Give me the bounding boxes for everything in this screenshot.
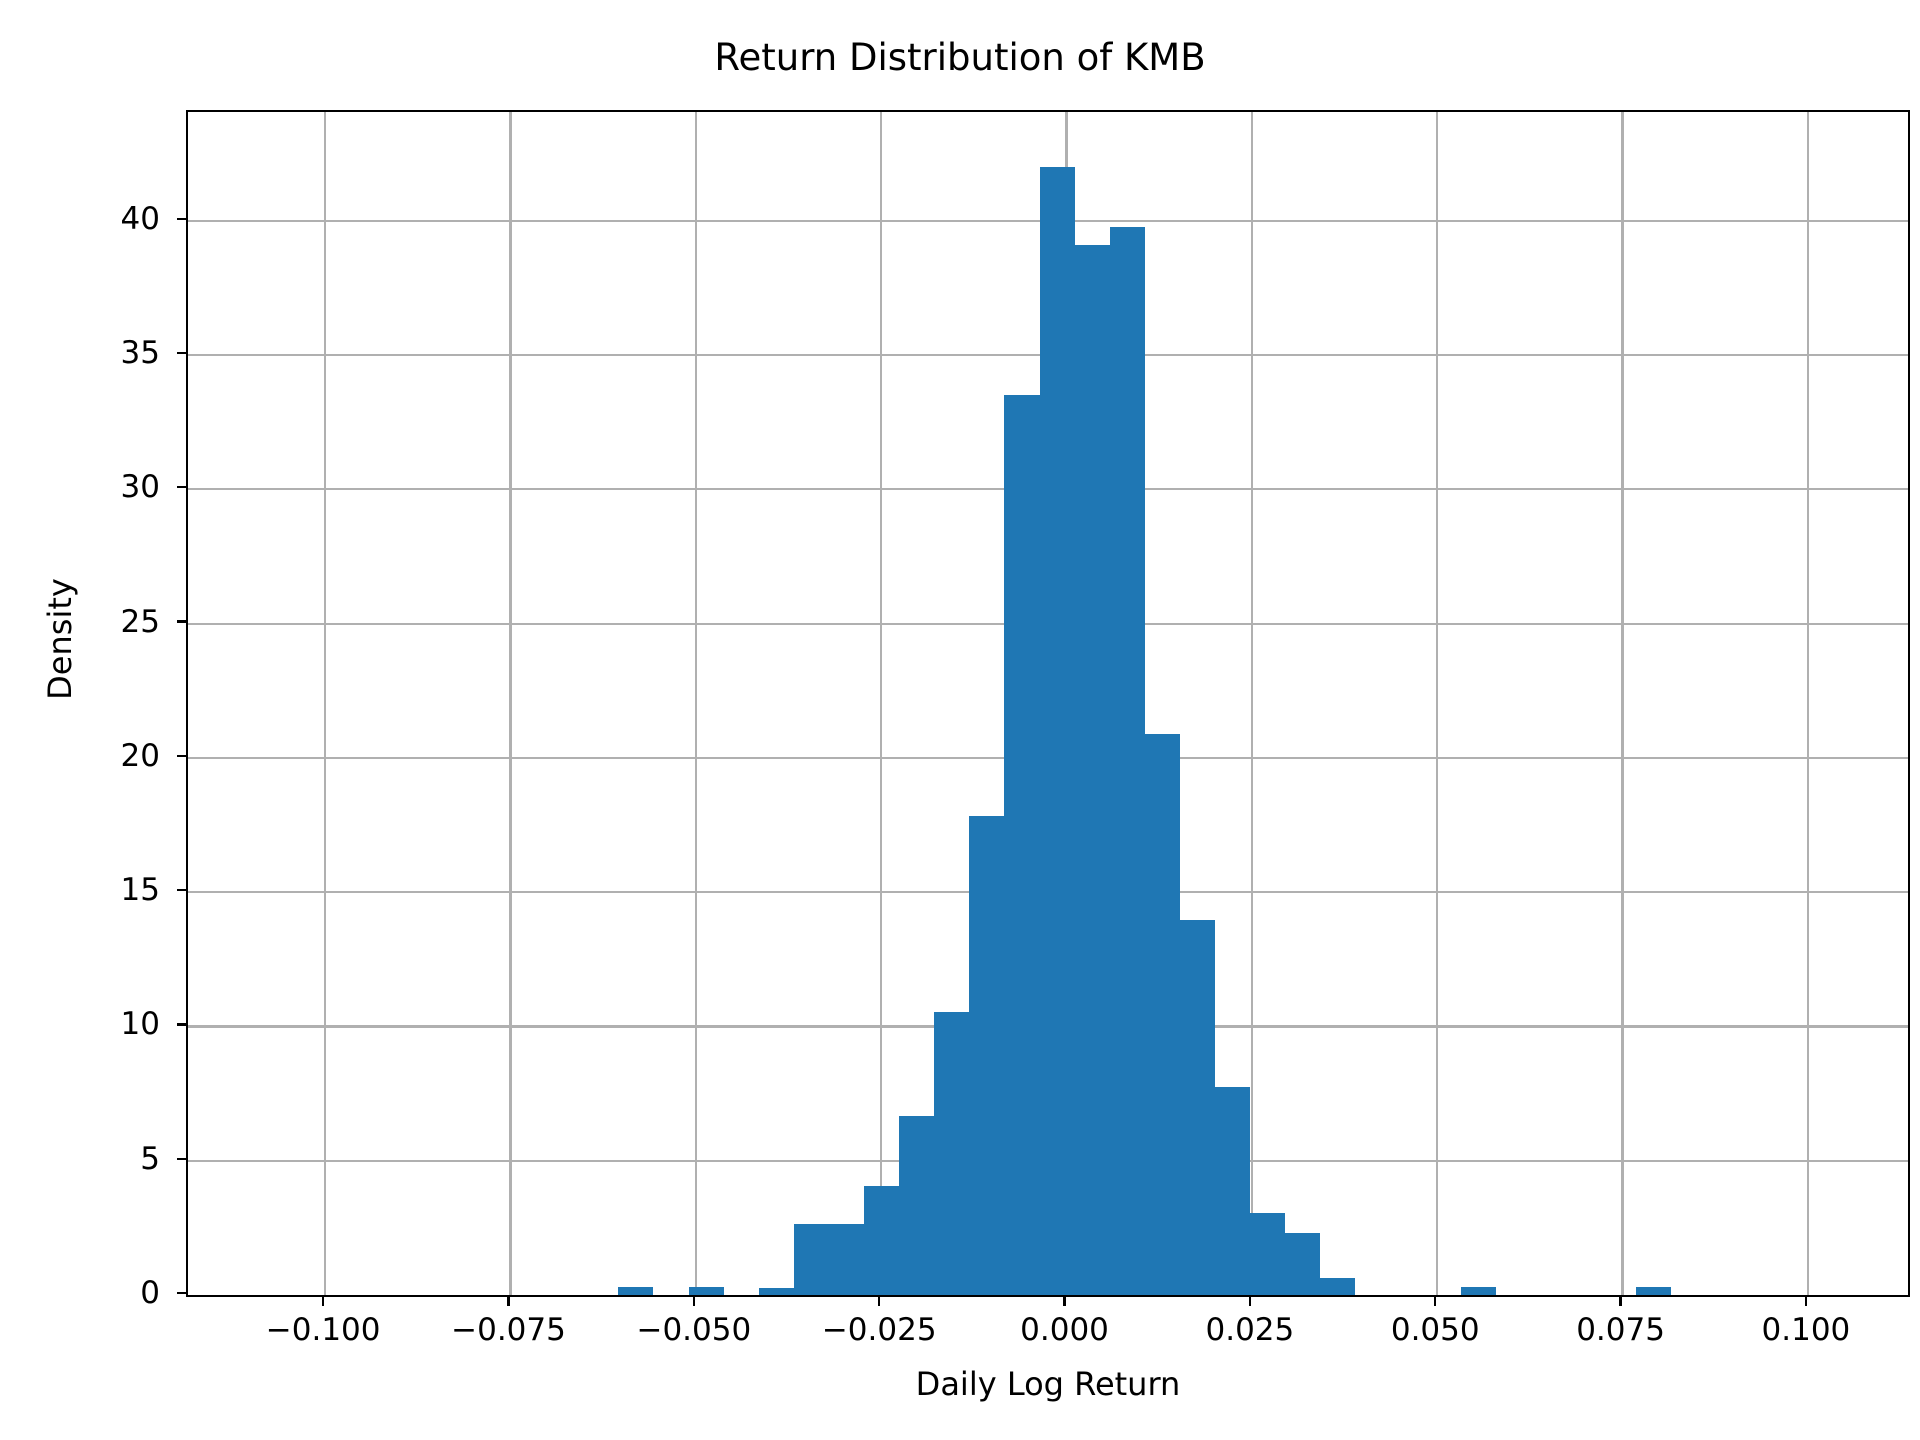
y-tick-label: 35 <box>120 335 160 372</box>
chart-title: Return Distribution of KMB <box>714 36 1206 79</box>
histogram-bar <box>1636 1286 1672 1295</box>
plot-area <box>186 110 1910 1297</box>
x-axis-label: Daily Log Return <box>915 1365 1181 1403</box>
x-tick-mark <box>692 1297 695 1306</box>
x-tick-mark <box>322 1297 325 1306</box>
histogram-bar <box>864 1186 900 1295</box>
histogram-bar <box>1215 1086 1251 1295</box>
y-tick-label: 5 <box>140 1140 160 1177</box>
histogram-bar <box>758 1288 794 1295</box>
histogram-bar <box>1074 244 1110 1295</box>
x-tick-mark <box>507 1297 510 1306</box>
gridline-vertical <box>880 112 883 1295</box>
histogram-bar <box>1460 1286 1496 1295</box>
histogram-bar <box>1179 920 1215 1295</box>
histogram-bar <box>1004 395 1040 1295</box>
gridline-vertical <box>1621 112 1624 1295</box>
y-tick-mark <box>177 217 186 220</box>
y-tick-mark <box>177 754 186 758</box>
x-tick-mark <box>1804 1297 1808 1306</box>
histogram-bar <box>1144 733 1180 1295</box>
histogram-bar <box>969 815 1005 1295</box>
y-tick-mark <box>177 486 186 489</box>
x-tick-label: 0.075 <box>1576 1312 1665 1348</box>
x-tick-label: 0.100 <box>1761 1312 1851 1348</box>
x-tick-label: −0.025 <box>821 1312 937 1348</box>
y-tick-mark <box>177 889 186 892</box>
gridline-vertical <box>694 112 697 1295</box>
histogram-bars <box>188 112 1908 1295</box>
gridline-vertical <box>324 112 327 1295</box>
histogram-bar <box>1250 1213 1286 1295</box>
histogram-bar <box>899 1116 935 1295</box>
histogram-bar <box>1320 1277 1356 1295</box>
histogram-bar <box>688 1286 724 1295</box>
y-tick-mark <box>177 1023 186 1026</box>
y-tick-label: 10 <box>120 1006 160 1043</box>
x-tick-mark <box>1619 1297 1622 1306</box>
y-tick-mark <box>177 351 186 355</box>
x-tick-label: −0.075 <box>451 1312 566 1348</box>
histogram-bar <box>618 1286 654 1295</box>
y-tick-mark <box>177 1157 186 1160</box>
x-tick-mark <box>1063 1297 1066 1306</box>
gridline-vertical <box>509 112 512 1295</box>
y-tick-label: 20 <box>120 737 160 774</box>
histogram-bar <box>793 1223 829 1295</box>
x-tick-label: −0.100 <box>265 1312 381 1348</box>
histogram-bar <box>828 1223 865 1295</box>
x-tick-label: 0.000 <box>1020 1312 1109 1348</box>
y-tick-label: 40 <box>120 200 160 237</box>
x-tick-mark <box>1248 1297 1252 1306</box>
y-tick-label: 30 <box>120 469 160 506</box>
x-tick-label: 0.025 <box>1205 1312 1295 1348</box>
y-tick-mark <box>177 1291 186 1295</box>
gridline-vertical <box>1436 112 1439 1295</box>
y-tick-mark <box>177 620 186 623</box>
histogram-bar <box>934 1011 970 1295</box>
x-tick-mark <box>1434 1297 1437 1306</box>
y-tick-label: 15 <box>120 872 160 909</box>
x-tick-mark <box>878 1297 881 1306</box>
y-axis-label: Density <box>41 578 79 700</box>
x-tick-label: −0.050 <box>636 1312 752 1348</box>
gridline-vertical <box>1806 112 1809 1295</box>
histogram-bar <box>1285 1233 1321 1295</box>
histogram-bar <box>1039 167 1075 1295</box>
histogram-bar <box>1109 227 1145 1295</box>
y-tick-label: 25 <box>120 603 160 640</box>
y-tick-label: 0 <box>140 1275 160 1311</box>
gridline-vertical <box>1250 112 1253 1295</box>
x-tick-label: 0.050 <box>1390 1312 1480 1348</box>
